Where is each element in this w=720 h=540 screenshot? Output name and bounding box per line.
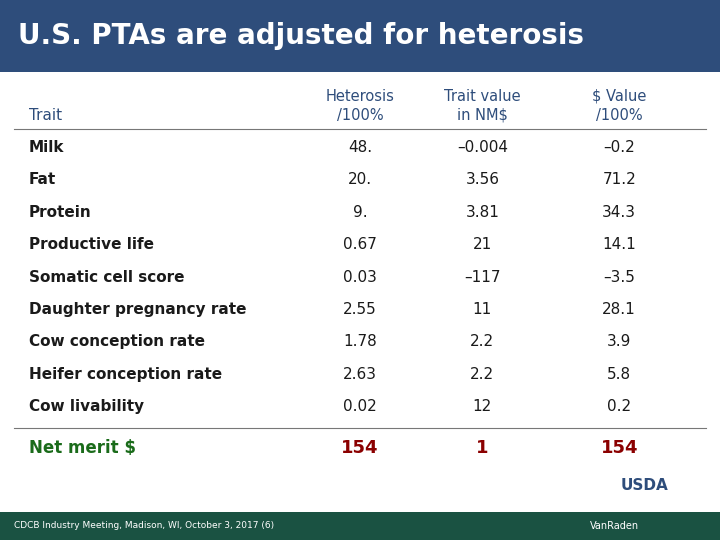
Text: Heterosis
/100%: Heterosis /100%	[325, 89, 395, 123]
Text: USDA: USDA	[621, 478, 668, 493]
Text: 0.03: 0.03	[343, 269, 377, 285]
Text: $ Value
/100%: $ Value /100%	[592, 89, 647, 123]
Text: 2.2: 2.2	[470, 334, 495, 349]
Text: U.S. PTAs are adjusted for heterosis: U.S. PTAs are adjusted for heterosis	[18, 22, 584, 50]
Text: 154: 154	[600, 438, 638, 457]
Text: 3.56: 3.56	[465, 172, 500, 187]
Text: 0.02: 0.02	[343, 399, 377, 414]
Text: Protein: Protein	[29, 205, 91, 220]
Text: Milk: Milk	[29, 140, 64, 155]
Text: Productive life: Productive life	[29, 237, 154, 252]
Text: 9.: 9.	[353, 205, 367, 220]
Text: 2.63: 2.63	[343, 367, 377, 382]
Text: Cow conception rate: Cow conception rate	[29, 334, 204, 349]
Text: 11: 11	[473, 302, 492, 317]
Text: Somatic cell score: Somatic cell score	[29, 269, 184, 285]
Text: Cow livability: Cow livability	[29, 399, 144, 414]
Text: 2.55: 2.55	[343, 302, 377, 317]
Text: –3.5: –3.5	[603, 269, 635, 285]
Text: 21: 21	[473, 237, 492, 252]
Text: Daughter pregnancy rate: Daughter pregnancy rate	[29, 302, 246, 317]
Text: 48.: 48.	[348, 140, 372, 155]
Text: 0.67: 0.67	[343, 237, 377, 252]
Text: 71.2: 71.2	[603, 172, 636, 187]
Text: 20.: 20.	[348, 172, 372, 187]
Text: Trait: Trait	[29, 109, 62, 123]
Text: 3.9: 3.9	[607, 334, 631, 349]
Text: 3.81: 3.81	[465, 205, 500, 220]
Text: –0.2: –0.2	[603, 140, 635, 155]
Text: –0.004: –0.004	[457, 140, 508, 155]
Text: 2.2: 2.2	[470, 367, 495, 382]
Text: 5.8: 5.8	[607, 367, 631, 382]
Text: Fat: Fat	[29, 172, 56, 187]
Text: 28.1: 28.1	[603, 302, 636, 317]
Text: Heifer conception rate: Heifer conception rate	[29, 367, 222, 382]
Text: 1.78: 1.78	[343, 334, 377, 349]
Text: 12: 12	[473, 399, 492, 414]
Text: 1: 1	[476, 438, 489, 457]
Text: 0.2: 0.2	[607, 399, 631, 414]
Text: Net merit $: Net merit $	[29, 438, 136, 457]
Text: Trait value
in NM$: Trait value in NM$	[444, 89, 521, 123]
Text: 154: 154	[341, 438, 379, 457]
Text: 14.1: 14.1	[603, 237, 636, 252]
Text: CDCB Industry Meeting, Madison, WI, October 3, 2017 (6): CDCB Industry Meeting, Madison, WI, Octo…	[14, 522, 274, 530]
Text: 34.3: 34.3	[602, 205, 636, 220]
Text: VanRaden: VanRaden	[590, 521, 639, 531]
Text: –117: –117	[464, 269, 500, 285]
